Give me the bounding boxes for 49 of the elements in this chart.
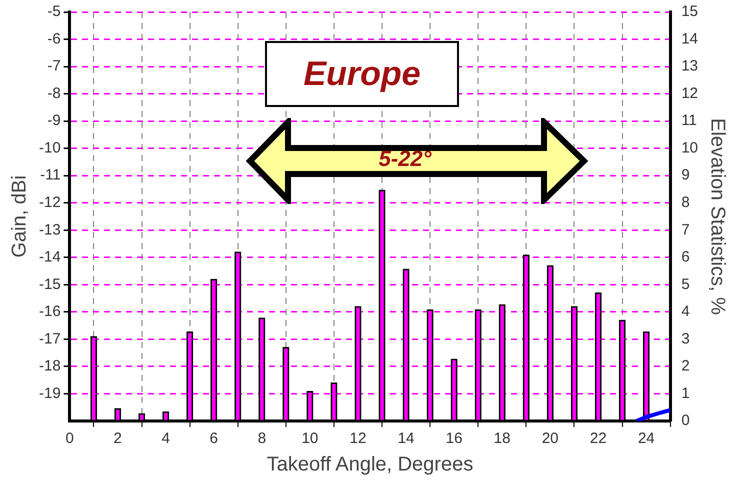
y-tick-label: -18 <box>38 358 61 375</box>
x-tick-label: 10 <box>302 430 318 448</box>
y2-tick-label: 2 <box>681 358 690 375</box>
x-tick-label: 24 <box>638 430 655 448</box>
y2-tick-label: 10 <box>681 139 698 156</box>
x-tick-label: 16 <box>446 430 462 448</box>
x-tick-label: 2 <box>114 430 122 448</box>
y-tick-label: -5 <box>47 3 61 20</box>
y2-tick-label: 3 <box>681 330 690 348</box>
y-tick-label: -16 <box>38 303 61 320</box>
x-axis-title: Takeoff Angle, Degrees <box>266 454 474 476</box>
y-tick-label: -9 <box>47 112 61 130</box>
y-tick-label: -14 <box>38 248 61 266</box>
x-tick-label: 0 <box>66 430 74 448</box>
y2-axis-title: Elevation Statistics, % <box>706 118 728 316</box>
y2-tick-label: 15 <box>681 3 698 20</box>
x-tick-label: 18 <box>494 430 510 448</box>
annotation: Europe <box>265 41 459 107</box>
y2-tick-label: 0 <box>681 412 690 430</box>
y2-tick-label: 11 <box>681 112 697 130</box>
y-tick-label: -7 <box>47 58 61 75</box>
x-tick-label: 20 <box>542 430 559 448</box>
y-tick-label: -10 <box>38 139 61 156</box>
y-tick-label: -13 <box>38 221 61 238</box>
y-tick-label: -8 <box>47 84 61 102</box>
y2-tick-label: 1 <box>681 384 690 402</box>
y2-tick-label: 4 <box>681 303 690 320</box>
x-tick-label: 6 <box>210 430 218 448</box>
y-tick-label: -19 <box>38 384 61 402</box>
x-tick-label: 12 <box>350 430 366 448</box>
y-tick-label: -6 <box>47 30 61 48</box>
y-tick-label: -11 <box>40 166 61 184</box>
y2-tick-label: 12 <box>681 84 698 102</box>
x-tick-label: 14 <box>398 430 414 448</box>
x-tick-label: 22 <box>590 430 607 448</box>
y-tick-label: -15 <box>38 276 61 293</box>
y2-tick-label: 8 <box>681 194 690 212</box>
x-tick-label: 8 <box>258 430 266 448</box>
annotation: 5-22° <box>378 146 432 172</box>
y2-tick-label: 7 <box>681 221 690 238</box>
x-tick-label: 4 <box>162 430 170 448</box>
y-tick-label: -17 <box>38 330 61 348</box>
y2-tick-label: 6 <box>681 248 690 266</box>
y-axis-title: Gain, dBi <box>8 175 31 258</box>
y2-tick-label: 13 <box>681 58 698 75</box>
y2-tick-label: 14 <box>681 30 698 48</box>
y2-tick-label: 9 <box>681 166 690 184</box>
y-tick-label: -12 <box>38 194 61 212</box>
y2-tick-label: 5 <box>681 276 690 293</box>
